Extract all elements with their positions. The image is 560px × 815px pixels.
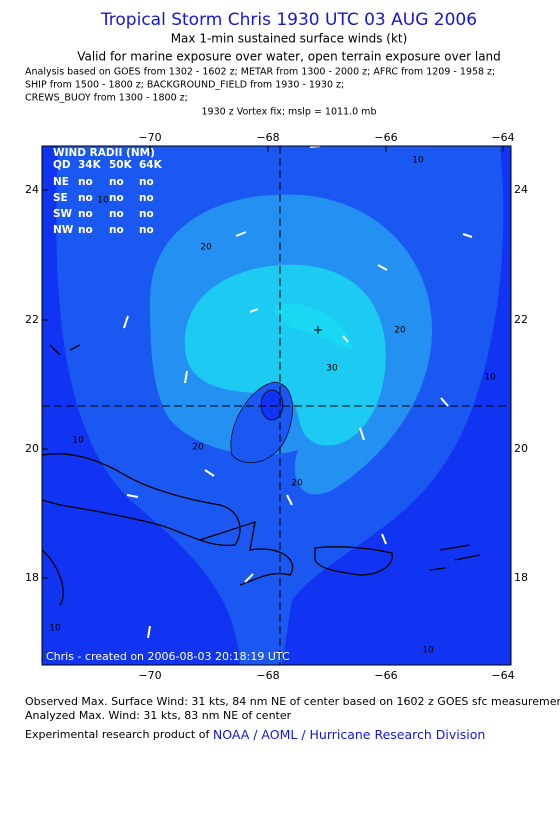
contour-label: 30 [326, 364, 338, 374]
contour-label: 20 [394, 326, 406, 336]
contour-label: 10 [49, 624, 61, 634]
credit-text: Experimental research product of [25, 728, 210, 741]
lat-label: 22 [25, 313, 39, 326]
lon-label: −66 [374, 669, 397, 682]
wind-radii-cell: no [139, 208, 154, 220]
wind-radii-cell: NE [53, 176, 69, 188]
contour-label: 10 [422, 646, 434, 656]
lon-label: −70 [138, 669, 161, 682]
credit-link[interactable]: NOAA / AOML / Hurricane Research Divisio… [213, 727, 485, 742]
contour-label: 20 [192, 443, 204, 453]
analysis-line: CREWS_BUOY from 1300 - 1800 z; [25, 93, 188, 104]
wind-radii-cell: no [78, 176, 93, 188]
lon-label: −68 [256, 669, 279, 682]
contour-label: 20 [291, 479, 303, 489]
wind-radii-cell: no [78, 224, 93, 236]
lat-label: 18 [514, 571, 528, 584]
lon-label: −64 [491, 131, 514, 144]
lon-label: −64 [491, 669, 514, 682]
lat-label: 20 [514, 442, 528, 455]
analyzed-wind: Analyzed Max. Wind: 31 kts, 83 nm NE of … [25, 709, 292, 722]
center-crosshair [42, 146, 511, 665]
wind-radii-cell: NW [53, 224, 74, 236]
subtitle: Max 1-min sustained surface winds (kt) [171, 32, 408, 46]
wind-radii-cell: no [139, 176, 154, 188]
wind-radii-title: WIND RADII (NM) [53, 147, 155, 159]
wind-radii-cell: no [109, 176, 124, 188]
analysis-line: Analysis based on GOES from 1302 - 1602 … [25, 67, 495, 78]
contour-label: 10 [484, 373, 496, 383]
wind-radii-cell: SW [53, 208, 73, 220]
contour-label: 10 [412, 156, 424, 166]
wind-radii-header: QD [53, 159, 71, 171]
vortex-fix: 1930 z Vortex fix; mslp = 1011.0 mb [202, 107, 377, 118]
map: −70 −70 −68 −68 −66 −66 −64 −64 24 24 22 22 20 20 18 18… [25, 131, 528, 682]
wind-radii-cell: no [78, 192, 93, 204]
lon-label: −70 [138, 131, 161, 144]
map-frame [41, 145, 512, 666]
lat-label: 18 [25, 571, 39, 584]
contour-label: 10 [97, 196, 109, 206]
lat-label: 20 [25, 442, 39, 455]
coastline [42, 344, 481, 606]
wind-radii-header: 34K [78, 159, 102, 171]
observed-wind: Observed Max. Surface Wind: 31 kts, 84 n… [25, 695, 560, 708]
contour-30 [184, 264, 386, 446]
center [260, 389, 284, 421]
lat-label: 22 [514, 313, 528, 326]
wind-radii-cell: no [109, 224, 124, 236]
title: Tropical Storm Chris 1930 UTC 03 AUG 200… [100, 10, 477, 30]
analysis-line: SHIP from 1500 - 1800 z; BACKGROUND_FIEL… [25, 80, 344, 91]
contour-label: 10 [72, 436, 84, 446]
lon-label: −68 [256, 131, 279, 144]
wind-max [274, 303, 352, 350]
map-caption: Chris - created on 2006-08-03 20:18:19 U… [46, 650, 290, 663]
wind-radii-header: 50K [109, 159, 133, 171]
credit: Experimental research product of NOAA / … [25, 727, 485, 742]
contour-label: 20 [200, 243, 212, 253]
lat-label: 24 [25, 183, 39, 196]
lon-label: −66 [374, 131, 397, 144]
max-wind-marker [314, 326, 322, 334]
lat-label: 24 [514, 183, 528, 196]
wind-radii-cell: no [109, 208, 124, 220]
wind-radii-cell: SE [53, 192, 68, 204]
wind-radii-cell: no [139, 192, 154, 204]
wind-radii-header: 64K [139, 159, 163, 171]
wind-radii-cell: no [109, 192, 124, 204]
wind-radii-cell: no [139, 224, 154, 236]
wind-radii-cell: no [78, 208, 93, 220]
valid-note: Valid for marine exposure over water, op… [77, 50, 501, 64]
